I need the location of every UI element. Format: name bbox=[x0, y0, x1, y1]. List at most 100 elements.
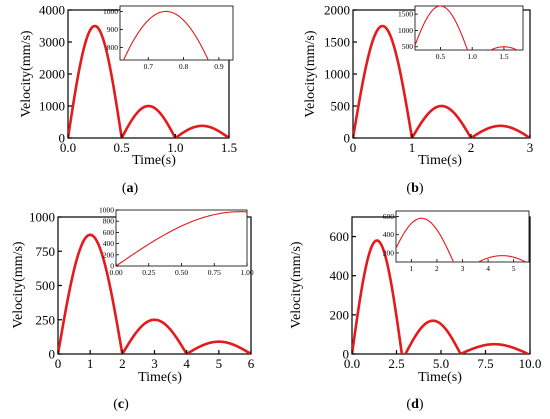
inset-x-tick-label: 0.7 bbox=[144, 62, 154, 71]
curve-group bbox=[353, 24, 530, 138]
inset-x-tick-label: 0.5 bbox=[436, 52, 446, 61]
inset-x-tick-label: 0.9 bbox=[214, 62, 224, 71]
x-tick-label: 10.0 bbox=[519, 356, 542, 371]
x-axis-label: Time(s) bbox=[418, 370, 462, 385]
inset-x-tick-label: 0.75 bbox=[208, 268, 221, 277]
inset-x-tick-label: 1.0 bbox=[467, 52, 477, 61]
y-tick-label: 2000 bbox=[324, 3, 350, 18]
inset-y-tick-label: 600 bbox=[103, 228, 115, 237]
x-tick-label: 0.5 bbox=[114, 140, 130, 155]
x-tick-label: 6 bbox=[248, 356, 255, 371]
panel-caption: (b) bbox=[406, 181, 423, 196]
y-tick-label: 3000 bbox=[39, 35, 65, 50]
x-tick-label: 2 bbox=[119, 356, 126, 371]
velocity-curve-segment bbox=[353, 24, 414, 138]
y-tick-label: 250 bbox=[36, 312, 56, 327]
x-tick-label: 0.0 bbox=[344, 356, 360, 371]
velocity-curve-segment bbox=[186, 340, 251, 354]
inset-panel-a: 0.7 0.8 0.9 800 900 1000 bbox=[103, 5, 234, 71]
panel-caption: (a) bbox=[122, 181, 139, 196]
y-tick-label: 1000 bbox=[39, 99, 65, 114]
inset-x-tick-label: 2 bbox=[435, 264, 439, 273]
inset-y-tick-label: 0 bbox=[110, 262, 114, 271]
inset-x-tick-label: 0.25 bbox=[142, 268, 155, 277]
velocity-curve-segment bbox=[68, 24, 123, 138]
x-tick-label: 1 bbox=[87, 356, 94, 371]
x-tick-label: 4 bbox=[183, 356, 190, 371]
y-axis-label: Velocity(mm/s) bbox=[19, 30, 34, 117]
velocity-curve-segment bbox=[120, 104, 177, 138]
y-tick-label: 1000 bbox=[324, 67, 350, 82]
inset-velocity-curve-segment bbox=[123, 10, 209, 60]
x-tick-label: 0.0 bbox=[60, 140, 76, 155]
y-axis-label: Velocity(mm/s) bbox=[289, 241, 304, 328]
inset-y-tick-label: 200 bbox=[383, 248, 395, 257]
inset-x-tick-label: 3 bbox=[461, 264, 465, 273]
inset-velocity-curve-segment bbox=[415, 6, 469, 50]
inset-velocity-curve-segment bbox=[116, 211, 247, 266]
inset-x-tick-label: 0.8 bbox=[179, 62, 189, 71]
y-tick-label: 1500 bbox=[324, 35, 350, 50]
y-tick-label: 750 bbox=[36, 244, 56, 259]
inset-curve-group bbox=[123, 10, 209, 60]
inset-y-tick-label: 500 bbox=[402, 42, 414, 51]
inset-x-tick-label: 0.50 bbox=[175, 268, 188, 277]
x-tick-label: 0 bbox=[55, 356, 62, 371]
curve-group bbox=[68, 24, 229, 138]
inset-curve-group bbox=[116, 211, 247, 266]
inset-y-tick-label: 800 bbox=[103, 217, 115, 226]
x-tick-label: 2 bbox=[468, 140, 475, 155]
x-tick-label: 5.0 bbox=[433, 356, 449, 371]
x-tick-label: 5 bbox=[216, 356, 223, 371]
velocity-curve-segment bbox=[121, 318, 188, 354]
inset-y-tick-label: 1000 bbox=[398, 26, 413, 35]
inset-x-tick-label: 1.00 bbox=[240, 268, 253, 277]
inset-y-tick-label: 800 bbox=[107, 43, 119, 52]
panel-c: 0 1 2 3 4 5 6 0 250 500 750 1000 Time(s) Velocity(mm/… bbox=[11, 210, 255, 413]
inset-y-tick-label: 400 bbox=[103, 239, 115, 248]
inset-y-tick-label: 900 bbox=[107, 25, 119, 34]
inset-velocity-curve-segment bbox=[489, 46, 519, 50]
inset-x-tick-label: 5 bbox=[512, 264, 516, 273]
curve-group bbox=[58, 233, 251, 354]
inset-curve-group bbox=[415, 6, 519, 50]
y-tick-label: 4000 bbox=[39, 3, 65, 18]
y-tick-label: 600 bbox=[330, 229, 350, 244]
velocity-curve-segment bbox=[470, 124, 530, 138]
y-tick-label: 200 bbox=[330, 307, 350, 322]
inset-x-tick-label: 1 bbox=[409, 264, 413, 273]
x-axis-label: Time(s) bbox=[418, 153, 462, 168]
inset-panel-c: 0.00 0.25 0.50 0.75 1.00 0 200 400 600 800 1000 bbox=[99, 206, 254, 278]
curve-group bbox=[352, 239, 529, 354]
x-tick-label: 1.0 bbox=[167, 140, 183, 155]
inset-x-tick-label: 1.5 bbox=[499, 52, 509, 61]
inset-y-tick-label: 1000 bbox=[99, 206, 114, 215]
inset-plot-frame bbox=[414, 5, 524, 51]
velocity-curve-segment bbox=[174, 124, 229, 138]
inset-y-tick-label: 200 bbox=[103, 250, 115, 259]
inset-y-tick-label: 400 bbox=[383, 230, 395, 239]
x-tick-label: 1.5 bbox=[221, 140, 237, 155]
y-tick-label: 2000 bbox=[39, 67, 65, 82]
inset-velocity-curve-segment bbox=[396, 217, 455, 262]
inset-x-tick-label: 0.00 bbox=[109, 268, 122, 277]
y-axis-label: Velocity(mm/s) bbox=[11, 241, 26, 328]
y-tick-label: 0 bbox=[59, 131, 66, 146]
inset-plot-frame bbox=[115, 209, 248, 267]
inset-plot-frame bbox=[395, 210, 530, 263]
inset-x-tick-label: 4 bbox=[486, 264, 490, 273]
x-axis-label: Time(s) bbox=[132, 153, 176, 168]
panel-caption: (c) bbox=[113, 397, 129, 412]
y-tick-label: 0 bbox=[344, 131, 351, 146]
x-axis-label: Time(s) bbox=[138, 370, 182, 385]
panel-caption: (d) bbox=[406, 397, 423, 412]
x-tick-label: 3 bbox=[527, 140, 534, 155]
velocity-curve-segment bbox=[58, 233, 124, 354]
y-tick-label: 400 bbox=[330, 268, 350, 283]
velocity-curve-segment bbox=[352, 239, 404, 354]
y-tick-label: 0 bbox=[49, 347, 56, 362]
x-tick-label: 0 bbox=[350, 140, 357, 155]
velocity-curve-segment bbox=[410, 104, 473, 138]
